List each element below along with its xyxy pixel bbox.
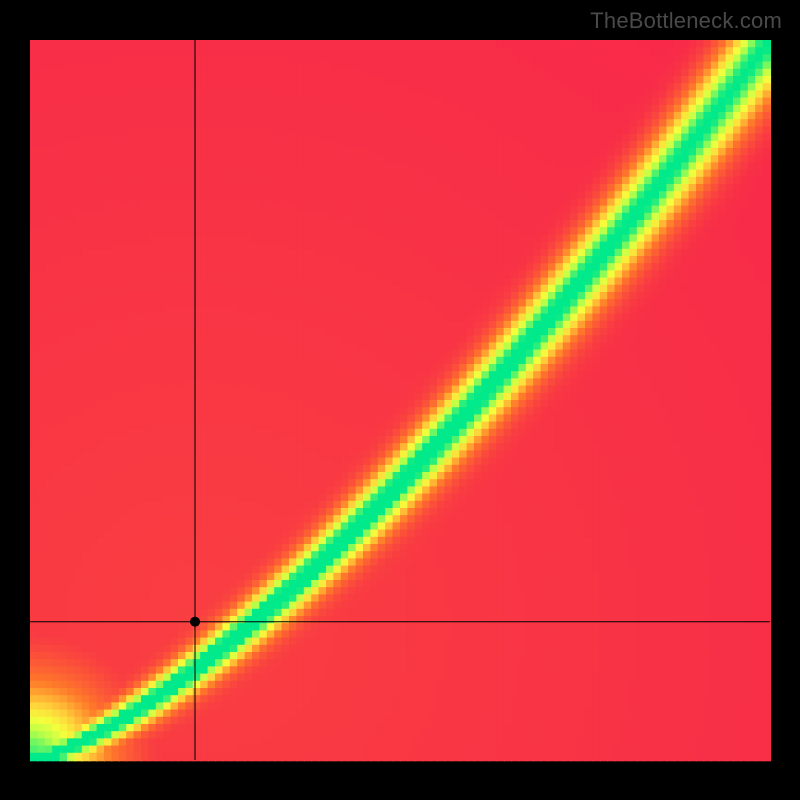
bottleneck-heatmap — [0, 0, 800, 800]
chart-container: { "watermark": { "text": "TheBottleneck.… — [0, 0, 800, 800]
watermark-text: TheBottleneck.com — [590, 8, 782, 34]
